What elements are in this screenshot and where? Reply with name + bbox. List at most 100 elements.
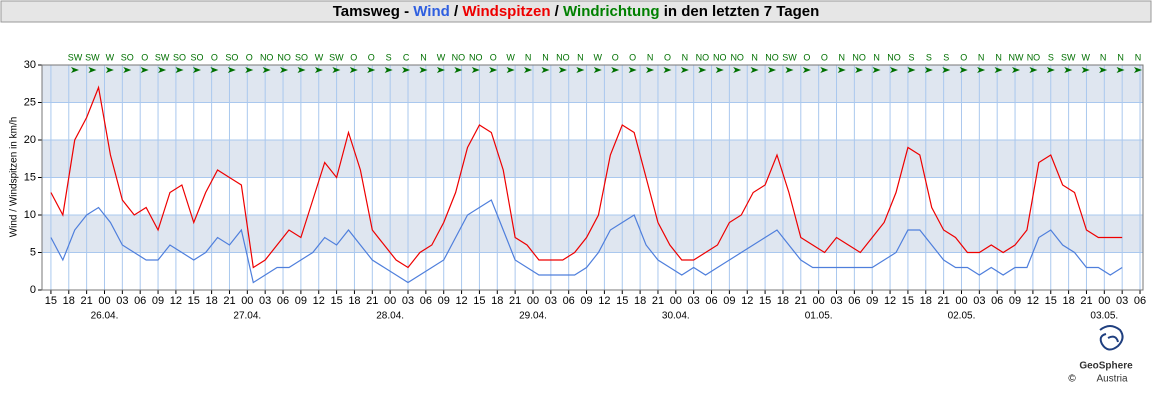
direction-arrow — [890, 67, 899, 73]
title-part: / — [551, 3, 564, 20]
direction-label: W — [106, 52, 115, 62]
direction-label: C — [403, 52, 410, 62]
direction-label: N — [420, 52, 427, 62]
direction-arrow — [524, 67, 533, 73]
direction-arrow — [1029, 67, 1038, 73]
direction-arrow — [1134, 67, 1142, 73]
x-tick-label: 06 — [705, 295, 717, 307]
x-tick-label: 18 — [491, 295, 503, 307]
direction-label: O — [612, 52, 619, 62]
direction-arrow — [977, 67, 986, 73]
date-label: 30.04. — [662, 311, 690, 322]
x-tick-label: 03 — [688, 295, 700, 307]
x-tick-label: 18 — [205, 295, 217, 307]
direction-arrow — [314, 67, 323, 73]
x-tick-label: 18 — [63, 295, 75, 307]
title-part: Wind — [413, 3, 450, 20]
direction-arrow — [593, 67, 602, 73]
x-tick-label: 06 — [563, 295, 575, 307]
y-tick-label: 0 — [30, 284, 36, 296]
direction-arrow — [140, 67, 149, 73]
direction-arrow — [384, 67, 393, 73]
grid-band — [42, 140, 1143, 178]
direction-arrow — [558, 67, 567, 73]
direction-arrow — [628, 67, 637, 73]
direction-arrow — [436, 67, 445, 73]
direction-label: O — [803, 52, 810, 62]
title-part: / — [450, 3, 463, 20]
direction-arrow — [698, 67, 707, 73]
direction-label: N — [1100, 52, 1107, 62]
direction-arrow — [402, 67, 411, 73]
direction-label: NO — [260, 52, 274, 62]
x-tick-label: 06 — [848, 295, 860, 307]
chart-title: Tamsweg - Wind / Windspitzen / Windricht… — [333, 3, 820, 20]
x-tick-label: 00 — [384, 295, 396, 307]
title-part: Windrichtung — [563, 3, 660, 20]
direction-label: O — [141, 52, 148, 62]
direction-label: SO — [121, 52, 134, 62]
direction-arrow — [959, 67, 968, 73]
direction-arrow — [872, 67, 881, 73]
direction-label: O — [211, 52, 218, 62]
x-tick-label: 09 — [152, 295, 164, 307]
x-tick-label: 15 — [759, 295, 771, 307]
direction-label: NO — [730, 52, 744, 62]
y-tick-label: 5 — [30, 246, 36, 258]
direction-label: W — [437, 52, 446, 62]
x-tick-label: 15 — [616, 295, 628, 307]
logo-sub: Austria — [1096, 374, 1128, 385]
grid-band — [42, 65, 1143, 103]
direction-arrow — [733, 67, 742, 73]
direction-arrow — [576, 67, 585, 73]
direction-arrow — [907, 67, 916, 73]
x-tick-label: 12 — [884, 295, 896, 307]
direction-label: N — [839, 52, 846, 62]
series-line — [50, 85, 1123, 269]
x-tick-label: 18 — [634, 295, 646, 307]
y-tick-label: 15 — [24, 171, 36, 183]
direction-arrow — [158, 67, 167, 73]
date-label: 28.04. — [376, 311, 404, 322]
direction-label: N — [751, 52, 758, 62]
direction-arrow — [262, 67, 271, 73]
direction-arrow — [785, 67, 794, 73]
direction-arrow — [88, 67, 97, 73]
y-tick-label: 20 — [24, 134, 36, 146]
direction-arrow — [454, 67, 463, 73]
direction-label: NO — [469, 52, 483, 62]
title-part: in den letzten 7 Tagen — [660, 3, 820, 20]
direction-arrow — [820, 67, 829, 73]
direction-arrow — [715, 67, 724, 73]
direction-arrow — [680, 67, 689, 73]
direction-label: NO — [277, 52, 291, 62]
x-tick-label: 12 — [455, 295, 467, 307]
direction-label: N — [995, 52, 1002, 62]
direction-arrow — [419, 67, 428, 73]
direction-label: S — [386, 52, 392, 62]
direction-label: NO — [765, 52, 779, 62]
direction-arrow — [611, 67, 620, 73]
x-tick-label: 09 — [723, 295, 735, 307]
date-label: 27.04. — [233, 311, 261, 322]
direction-label: NO — [1027, 52, 1041, 62]
x-tick-label: 12 — [598, 295, 610, 307]
direction-arrow — [506, 67, 515, 73]
direction-arrow — [227, 67, 236, 73]
direction-arrow — [349, 67, 358, 73]
direction-arrow — [855, 67, 864, 73]
direction-label: O — [246, 52, 253, 62]
x-tick-label: 12 — [170, 295, 182, 307]
series-line — [50, 199, 1123, 284]
logo-mark — [1099, 325, 1124, 351]
x-tick-label: 03 — [1116, 295, 1128, 307]
title-bar — [0, 0, 1152, 23]
x-tick-label: 09 — [438, 295, 450, 307]
direction-label: S — [908, 52, 914, 62]
x-tick-label: 00 — [98, 295, 110, 307]
copyright: © — [1068, 374, 1076, 385]
x-tick-label: 21 — [223, 295, 235, 307]
direction-arrow — [1081, 67, 1090, 73]
direction-arrow — [297, 67, 306, 73]
direction-arrow — [1064, 67, 1073, 73]
